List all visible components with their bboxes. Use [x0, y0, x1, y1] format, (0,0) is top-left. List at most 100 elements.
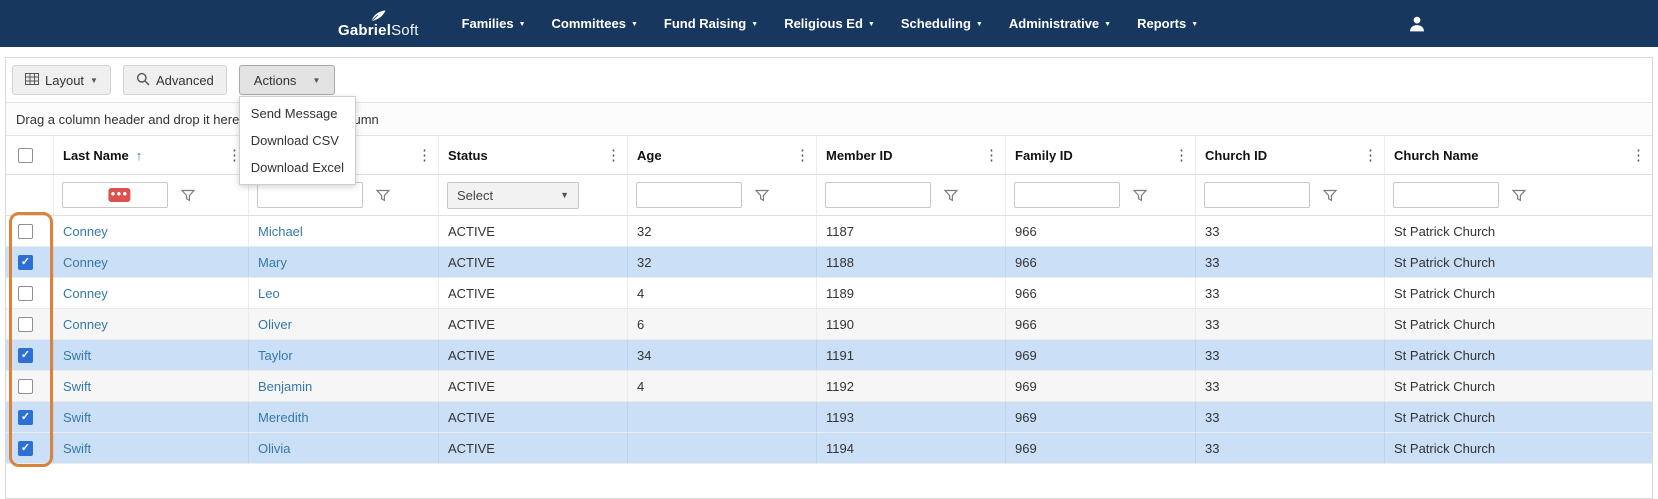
column-menu-icon[interactable]: ⋮ [1631, 147, 1646, 164]
last-name-link[interactable]: Conney [63, 254, 108, 270]
first-name-link[interactable]: Taylor [258, 347, 293, 363]
column-menu-icon[interactable]: ⋮ [795, 147, 810, 164]
last-name-link[interactable]: Swift [63, 347, 92, 363]
table-row[interactable]: Swift Benjamin ACTIVE 4 1192 969 33 St P… [6, 371, 1652, 402]
advanced-button[interactable]: Advanced [122, 65, 227, 95]
table-row[interactable]: Swift Olivia ACTIVE 1194 969 33 St Patri… [6, 433, 1652, 464]
church-name-filter-input[interactable] [1393, 182, 1499, 208]
nav-item-scheduling[interactable]: Scheduling ▼ [900, 16, 983, 31]
church-id-filter-input[interactable] [1204, 182, 1310, 208]
chevron-down-icon: ▼ [1104, 21, 1112, 28]
column-menu-icon[interactable]: ⋮ [417, 147, 432, 164]
first-name-filter-input[interactable] [257, 182, 363, 208]
church-id-cell: 33 [1196, 309, 1385, 339]
table-rows: Conney Michael ACTIVE 32 1187 966 33 St … [6, 212, 1652, 467]
last-name-link[interactable]: Conney [63, 316, 108, 332]
nav-item-administrative[interactable]: Administrative ▼ [1008, 16, 1112, 31]
column-menu-icon[interactable]: ⋮ [984, 147, 999, 164]
filter-icon[interactable] [376, 189, 390, 202]
nav-item-religious-ed[interactable]: Religious Ed ▼ [784, 16, 875, 31]
column-header-age[interactable]: Age ⋮ [628, 136, 817, 174]
nav-item-reports[interactable]: Reports ▼ [1137, 16, 1199, 31]
menu-item-download-csv[interactable]: Download CSV [250, 133, 339, 148]
menu-item-download-excel[interactable]: Download Excel [250, 160, 345, 175]
column-header-member-id[interactable]: Member ID ⋮ [817, 136, 1006, 174]
first-name-link[interactable]: Mary [258, 254, 287, 270]
church-id-cell: 33 [1196, 247, 1385, 277]
row-checkbox[interactable] [18, 409, 33, 425]
filter-icon[interactable] [755, 189, 769, 202]
row-checkbox[interactable] [18, 223, 33, 239]
table-row[interactable]: Conney Mary ACTIVE 32 1188 966 33 St Pat… [6, 247, 1652, 278]
column-menu-icon[interactable]: ⋮ [227, 147, 242, 164]
first-name-cell: Meredith [249, 402, 439, 432]
first-name-link[interactable]: Leo [258, 285, 280, 301]
brand-logo[interactable]: GabrielSoft [338, 10, 419, 38]
column-menu-icon[interactable]: ⋮ [606, 147, 621, 164]
first-name-link[interactable]: Meredith [258, 409, 309, 425]
last-name-link[interactable]: Swift [63, 378, 92, 394]
family-id-cell: 966 [1006, 278, 1196, 308]
last-name-cell: Swift [54, 371, 249, 401]
chevron-down-icon: ▼ [1191, 21, 1199, 28]
last-name-link[interactable]: Conney [63, 223, 108, 239]
status-cell: ACTIVE [439, 433, 628, 463]
menu-item-send-message[interactable]: Send Message [250, 106, 338, 121]
table-row[interactable]: Swift Meredith ACTIVE 1193 969 33 St Pat… [6, 402, 1652, 433]
column-header-family-id[interactable]: Family ID ⋮ [1006, 136, 1196, 174]
table-row[interactable]: Swift Taylor ACTIVE 34 1191 969 33 St Pa… [6, 340, 1652, 371]
filter-icon[interactable] [944, 189, 958, 202]
column-header-church-name[interactable]: Church Name ⋮ [1394, 147, 1646, 164]
age-cell [628, 402, 817, 432]
church-name-cell: St Patrick Church [1394, 254, 1496, 270]
member-id-cell: 1192 [817, 371, 1006, 401]
column-menu-icon[interactable]: ⋮ [1363, 147, 1378, 164]
row-checkbox[interactable] [18, 285, 33, 301]
first-name-link[interactable]: Benjamin [258, 378, 313, 394]
row-checkbox[interactable] [18, 254, 33, 270]
first-name-link[interactable]: Olivia [258, 440, 291, 456]
age-cell: 4 [628, 278, 817, 308]
last-name-filter-input[interactable] [62, 182, 168, 208]
filter-cell-member-id [817, 175, 1006, 215]
family-id-filter-input[interactable] [1014, 182, 1120, 208]
first-name-cell: Mary [249, 247, 439, 277]
status-filter-select[interactable]: Select ▼ [447, 181, 579, 209]
row-checkbox-cell [6, 340, 54, 370]
row-checkbox[interactable] [18, 378, 33, 394]
nav-item-committees[interactable]: Committees ▼ [551, 16, 638, 31]
column-header-status[interactable]: Status ⋮ [439, 136, 628, 174]
member-id-filter-input[interactable] [825, 182, 931, 208]
member-id-cell: 1190 [817, 309, 1006, 339]
nav-item-families[interactable]: Families ▼ [461, 16, 526, 31]
member-id-cell: 1193 [817, 402, 1006, 432]
row-checkbox[interactable] [18, 440, 33, 456]
layout-button[interactable]: Layout ▼ [12, 65, 111, 95]
table-row[interactable]: Conney Michael ACTIVE 32 1187 966 33 St … [6, 216, 1652, 247]
row-checkbox[interactable] [18, 316, 33, 332]
grid-layout-icon [25, 72, 39, 88]
table-row[interactable]: Conney Leo ACTIVE 4 1189 966 33 St Patri… [6, 278, 1652, 309]
user-account-icon[interactable] [1408, 15, 1426, 33]
first-name-link[interactable]: Michael [258, 223, 303, 239]
filter-icon[interactable] [1323, 189, 1337, 202]
filter-icon[interactable] [1512, 189, 1526, 202]
church-name-cell: St Patrick Church [1394, 409, 1496, 425]
filter-cell-first-name [249, 175, 439, 215]
select-all-checkbox[interactable] [18, 147, 33, 163]
last-name-link[interactable]: Conney [63, 285, 108, 301]
column-header-last-name[interactable]: Last Name ↑ ⋮ [54, 136, 249, 174]
first-name-link[interactable]: Oliver [258, 316, 292, 332]
age-filter-input[interactable] [636, 182, 742, 208]
nav-item-fund-raising[interactable]: Fund Raising ▼ [663, 16, 759, 31]
church-name-cell: St Patrick Church [1394, 440, 1496, 456]
filter-icon[interactable] [1133, 189, 1147, 202]
actions-button[interactable]: Actions ▼ [238, 65, 336, 95]
row-checkbox[interactable] [18, 347, 33, 363]
last-name-link[interactable]: Swift [63, 409, 92, 425]
last-name-link[interactable]: Swift [63, 440, 92, 456]
table-row[interactable]: Conney Oliver ACTIVE 6 1190 966 33 St Pa… [6, 309, 1652, 340]
filter-icon[interactable] [181, 189, 195, 202]
column-menu-icon[interactable]: ⋮ [1174, 147, 1189, 164]
column-header-church-id[interactable]: Church ID ⋮ [1196, 136, 1385, 174]
